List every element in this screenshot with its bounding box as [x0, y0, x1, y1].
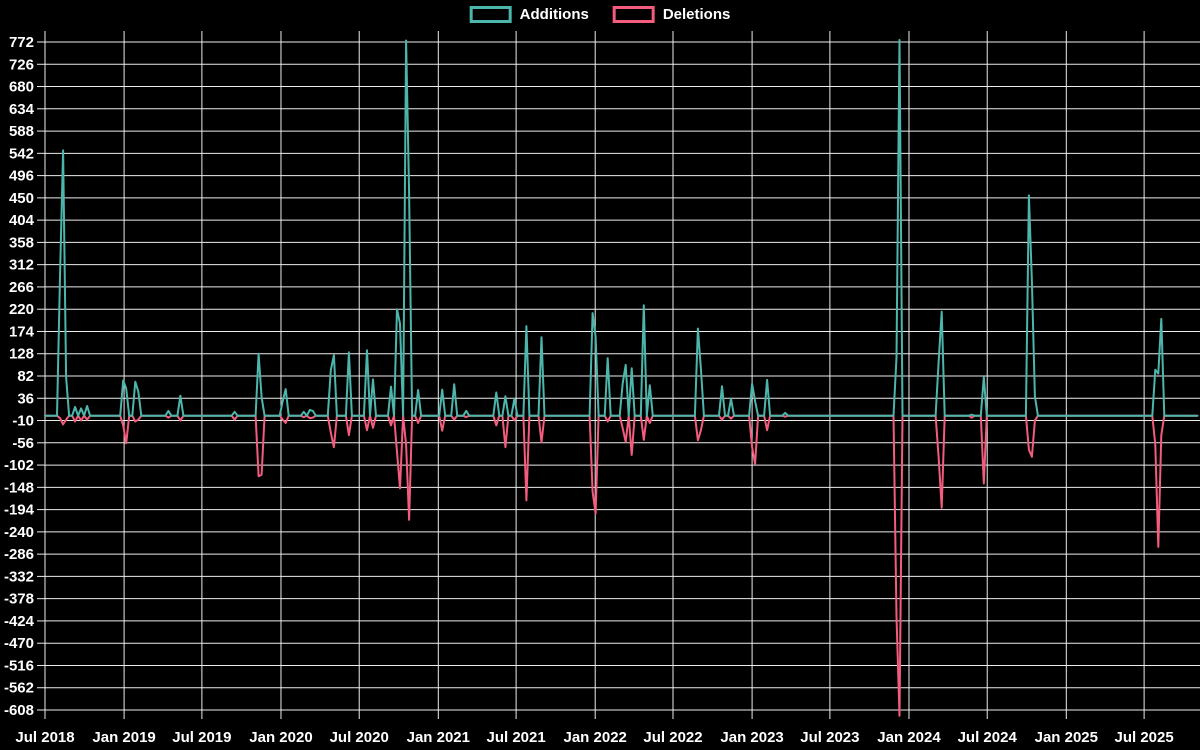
- chart-legend: Additions Deletions: [469, 6, 731, 23]
- legend-label-deletions: Deletions: [662, 6, 731, 23]
- x-axis-tick-label: Jan 2024: [877, 729, 941, 746]
- y-axis-tick-label: -148: [4, 479, 34, 496]
- x-axis-tick-label: Jan 2023: [720, 729, 783, 746]
- additions-line: [44, 39, 1199, 417]
- y-axis-tick-label: -516: [4, 657, 34, 674]
- y-axis-tick-label: 588: [9, 123, 34, 140]
- x-axis-tick-label: Jul 2024: [958, 729, 1018, 746]
- x-axis-tick-label: Jul 2022: [643, 729, 702, 746]
- y-axis-tick-label: -240: [4, 524, 34, 541]
- y-axis-tick-label: -378: [4, 591, 34, 608]
- y-axis-tick-label: 772: [9, 34, 34, 51]
- y-axis-tick-label: 542: [9, 145, 34, 162]
- y-axis-tick-label: -56: [12, 435, 34, 452]
- x-axis-tick-label: Jan 2021: [407, 729, 470, 746]
- x-axis-tick-label: Jul 2020: [330, 729, 389, 746]
- y-axis-tick-label: -10: [12, 413, 34, 430]
- y-axis-tick-label: 358: [9, 234, 34, 251]
- x-axis-tick-label: Jan 2020: [249, 729, 312, 746]
- y-axis-tick-label: -470: [4, 635, 34, 652]
- y-axis-tick-label: 128: [9, 346, 34, 363]
- x-axis-tick-label: Jul 2023: [800, 729, 859, 746]
- x-axis-tick-label: Jan 2019: [92, 729, 155, 746]
- legend-label-additions: Additions: [519, 6, 589, 23]
- y-axis-tick-label: 496: [9, 168, 34, 185]
- additions-swatch-icon: [469, 6, 512, 23]
- x-axis-tick-label: Jul 2019: [172, 729, 231, 746]
- y-axis-tick-label: -194: [4, 502, 35, 519]
- y-axis-tick-label: 680: [9, 79, 34, 96]
- y-axis-tick-label: -424: [4, 613, 35, 630]
- y-axis-tick-label: -562: [4, 680, 34, 697]
- deletions-swatch-icon: [612, 6, 655, 23]
- legend-item-deletions[interactable]: Deletions: [612, 6, 731, 23]
- deletions-line: [44, 414, 1199, 717]
- y-axis-tick-label: 450: [9, 190, 34, 207]
- y-axis-tick-label: 726: [9, 56, 34, 73]
- y-axis-tick-label: 634: [9, 101, 35, 118]
- y-axis-tick-label: 404: [9, 212, 35, 229]
- y-axis-tick-label: 174: [9, 323, 35, 340]
- y-axis-tick-label: 220: [9, 301, 34, 318]
- x-axis-tick-label: Jan 2025: [1035, 729, 1098, 746]
- y-axis-tick-label: 82: [17, 368, 34, 385]
- y-axis-tick-label: -608: [4, 702, 34, 719]
- x-axis-tick-label: Jul 2021: [486, 729, 545, 746]
- y-axis-tick-label: -332: [4, 568, 34, 585]
- y-axis-tick-label: -286: [4, 546, 34, 563]
- y-axis-tick-label: 36: [17, 390, 34, 407]
- x-axis-tick-label: Jul 2018: [15, 729, 74, 746]
- y-axis-tick-label: 266: [9, 279, 34, 296]
- x-axis-tick-label: Jul 2025: [1114, 729, 1173, 746]
- y-axis-tick-label: 312: [9, 257, 34, 274]
- legend-item-additions[interactable]: Additions: [469, 6, 589, 23]
- x-axis-tick-label: Jan 2022: [564, 729, 627, 746]
- y-axis-tick-label: -102: [4, 457, 34, 474]
